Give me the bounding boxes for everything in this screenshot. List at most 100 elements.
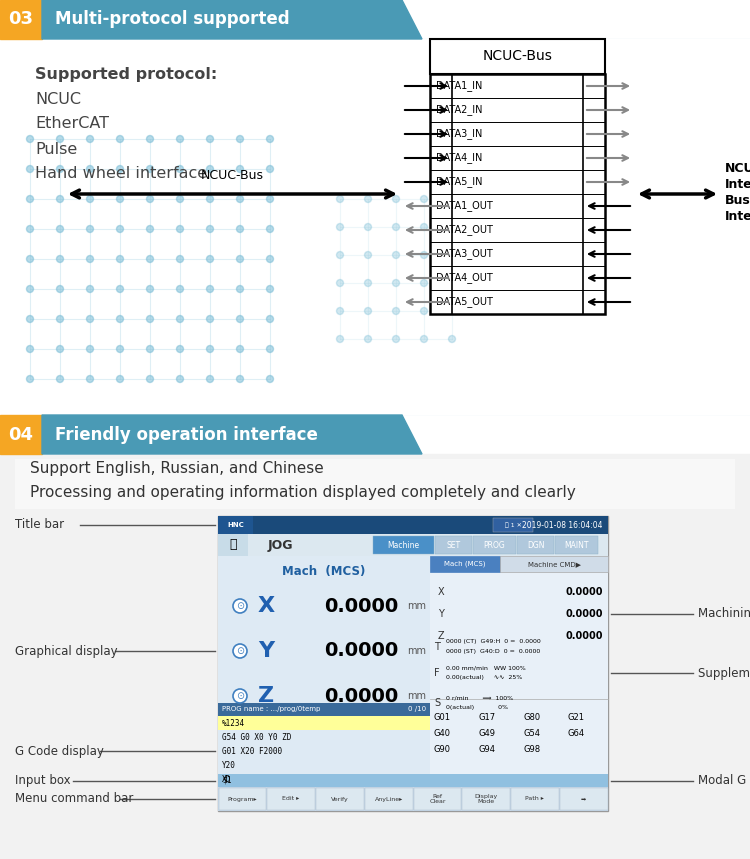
Text: Input box: Input box bbox=[15, 774, 70, 787]
Text: 0 r/min       ⟹  100%: 0 r/min ⟹ 100% bbox=[446, 696, 513, 700]
Circle shape bbox=[146, 136, 154, 143]
Text: Y: Y bbox=[258, 641, 274, 661]
Circle shape bbox=[116, 136, 124, 143]
Text: Edit ▸: Edit ▸ bbox=[283, 796, 300, 801]
Circle shape bbox=[86, 315, 94, 322]
Circle shape bbox=[56, 196, 64, 203]
Text: Display
Mode: Display Mode bbox=[475, 794, 498, 804]
Circle shape bbox=[176, 226, 184, 233]
Text: Machine CMD▶: Machine CMD▶ bbox=[527, 561, 580, 567]
Text: NCUC: NCUC bbox=[725, 161, 750, 174]
Bar bbox=[517, 536, 554, 554]
Text: 0000 (CT)  G49:H  0 =  0.0000: 0000 (CT) G49:H 0 = 0.0000 bbox=[446, 639, 541, 644]
Circle shape bbox=[392, 196, 400, 203]
Circle shape bbox=[176, 255, 184, 263]
Bar bbox=[267, 788, 315, 810]
Circle shape bbox=[176, 285, 184, 293]
Text: G64: G64 bbox=[568, 728, 585, 738]
Bar bbox=[430, 74, 605, 314]
Text: Multi-protocol supported: Multi-protocol supported bbox=[55, 10, 290, 28]
Text: mm: mm bbox=[407, 646, 426, 656]
Polygon shape bbox=[42, 415, 422, 454]
Bar bbox=[435, 536, 472, 554]
Circle shape bbox=[364, 279, 371, 287]
Circle shape bbox=[26, 226, 34, 233]
Circle shape bbox=[337, 279, 344, 287]
Text: Processing and operating information displayed completely and clearly: Processing and operating information dis… bbox=[30, 484, 576, 499]
Text: DATA4_IN: DATA4_IN bbox=[436, 153, 482, 163]
Text: G01 X20 F2000: G01 X20 F2000 bbox=[222, 746, 282, 756]
Text: Hand wheel interface: Hand wheel interface bbox=[35, 167, 207, 181]
Circle shape bbox=[56, 285, 64, 293]
Circle shape bbox=[26, 136, 34, 143]
Circle shape bbox=[86, 226, 94, 233]
Text: $1: $1 bbox=[222, 776, 232, 785]
Circle shape bbox=[392, 252, 400, 259]
Circle shape bbox=[421, 252, 428, 259]
Polygon shape bbox=[0, 415, 42, 454]
Text: Z: Z bbox=[258, 686, 274, 706]
Text: S: S bbox=[434, 698, 440, 708]
Text: 04: 04 bbox=[8, 425, 34, 443]
Polygon shape bbox=[0, 39, 750, 414]
Text: XD: XD bbox=[222, 775, 231, 783]
Text: Ref
Clear: Ref Clear bbox=[429, 794, 445, 804]
Bar bbox=[462, 788, 510, 810]
Circle shape bbox=[337, 196, 344, 203]
Circle shape bbox=[364, 308, 371, 314]
Circle shape bbox=[26, 285, 34, 293]
Circle shape bbox=[266, 375, 274, 382]
Circle shape bbox=[26, 166, 34, 173]
Circle shape bbox=[236, 255, 244, 263]
Bar bbox=[218, 703, 430, 716]
Circle shape bbox=[176, 166, 184, 173]
Circle shape bbox=[337, 336, 344, 343]
Circle shape bbox=[421, 336, 428, 343]
Text: PROG: PROG bbox=[484, 540, 506, 550]
Text: Internal: Internal bbox=[725, 178, 750, 191]
Circle shape bbox=[337, 252, 344, 259]
Text: F: F bbox=[434, 668, 439, 678]
Circle shape bbox=[233, 644, 247, 658]
Text: 0.0000: 0.0000 bbox=[566, 631, 603, 641]
Circle shape bbox=[116, 285, 124, 293]
Text: ⬛ 1 ✕: ⬛ 1 ✕ bbox=[505, 522, 521, 527]
Text: AnyLine▸: AnyLine▸ bbox=[374, 796, 403, 801]
Circle shape bbox=[364, 196, 371, 203]
Text: 0 /10: 0 /10 bbox=[408, 706, 426, 712]
Text: DATA5_OUT: DATA5_OUT bbox=[436, 296, 493, 308]
Circle shape bbox=[56, 136, 64, 143]
Circle shape bbox=[176, 345, 184, 352]
Text: DATA1_IN: DATA1_IN bbox=[436, 81, 482, 91]
Circle shape bbox=[236, 315, 244, 322]
Text: 2019-01-08 16:04:04: 2019-01-08 16:04:04 bbox=[523, 521, 603, 529]
Text: G21: G21 bbox=[568, 712, 584, 722]
Text: Menu command bar: Menu command bar bbox=[15, 793, 134, 806]
Circle shape bbox=[421, 196, 428, 203]
Circle shape bbox=[266, 136, 274, 143]
Circle shape bbox=[337, 308, 344, 314]
Circle shape bbox=[86, 255, 94, 263]
Circle shape bbox=[364, 336, 371, 343]
Bar bbox=[430, 556, 500, 572]
Text: G01: G01 bbox=[434, 712, 451, 722]
Bar bbox=[15, 459, 735, 509]
Circle shape bbox=[448, 252, 455, 259]
Bar bbox=[493, 518, 533, 532]
Text: Machining information: Machining information bbox=[698, 607, 750, 620]
Circle shape bbox=[236, 136, 244, 143]
Circle shape bbox=[116, 196, 124, 203]
Text: T: T bbox=[434, 642, 439, 652]
Circle shape bbox=[116, 375, 124, 382]
Circle shape bbox=[206, 345, 214, 352]
Circle shape bbox=[236, 285, 244, 293]
Text: Support English, Russian, and Chinese: Support English, Russian, and Chinese bbox=[30, 461, 324, 477]
Text: Y: Y bbox=[438, 609, 444, 619]
Text: HNC: HNC bbox=[228, 522, 244, 528]
Circle shape bbox=[266, 166, 274, 173]
Text: Modal G: Modal G bbox=[698, 774, 746, 787]
Bar bbox=[473, 536, 516, 554]
Text: ⊙: ⊙ bbox=[236, 601, 244, 611]
Text: DATA3_IN: DATA3_IN bbox=[436, 129, 482, 139]
Text: ➡: ➡ bbox=[581, 796, 586, 801]
